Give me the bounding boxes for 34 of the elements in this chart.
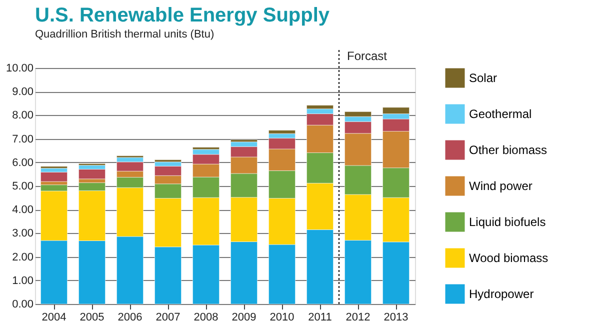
y-tick-label: 5.00 [12, 180, 34, 192]
y-tick-label: 1.00 [12, 274, 34, 287]
bar [78, 168, 106, 180]
bar [40, 172, 68, 182]
legend-label: Hydropower [469, 287, 534, 301]
legend-label: Wood biomass [469, 251, 548, 265]
y-tick-label: 2.00 [12, 251, 34, 264]
y-tick-label: 10.00 [6, 62, 34, 74]
y-tick-label: 9.00 [12, 86, 34, 98]
legend-label: Geothermal [469, 107, 532, 121]
y-tick-label: 0.00 [12, 298, 34, 310]
x-tick-label: 2013 [384, 312, 408, 324]
x-tick-label: 2012 [346, 312, 370, 324]
x-tick-label: 2005 [80, 312, 104, 324]
chart-title: U.S. Renewable Energy Supply [35, 4, 330, 26]
legend-label: Solar [469, 71, 498, 85]
x-tick-label: 2010 [270, 312, 294, 324]
x-tick-label: 2009 [232, 312, 256, 324]
y-tick-label: 4.00 [12, 204, 34, 216]
y-tick-label: 3.00 [12, 228, 34, 240]
ref-line-label: Forcast [347, 49, 388, 63]
y-tick-label: 8.00 [12, 110, 34, 122]
x-tick-label: 2006 [118, 312, 142, 324]
legend-label: Liquid biofuels [469, 215, 546, 229]
bar [154, 160, 182, 162]
y-tick-label: 6.00 [12, 156, 34, 169]
y-tick-label: 7.00 [12, 133, 34, 146]
x-tick-label: 2008 [194, 312, 218, 324]
legend-label: Wind power [469, 179, 532, 193]
x-tick-label: 2004 [42, 312, 66, 324]
chart-subtitle: Quadrillion British thermal units (Btu) [35, 28, 214, 40]
legend-label: Other biomass [469, 143, 548, 157]
x-tick-label: 2007 [156, 312, 180, 324]
x-tick-label: 2011 [308, 312, 332, 324]
